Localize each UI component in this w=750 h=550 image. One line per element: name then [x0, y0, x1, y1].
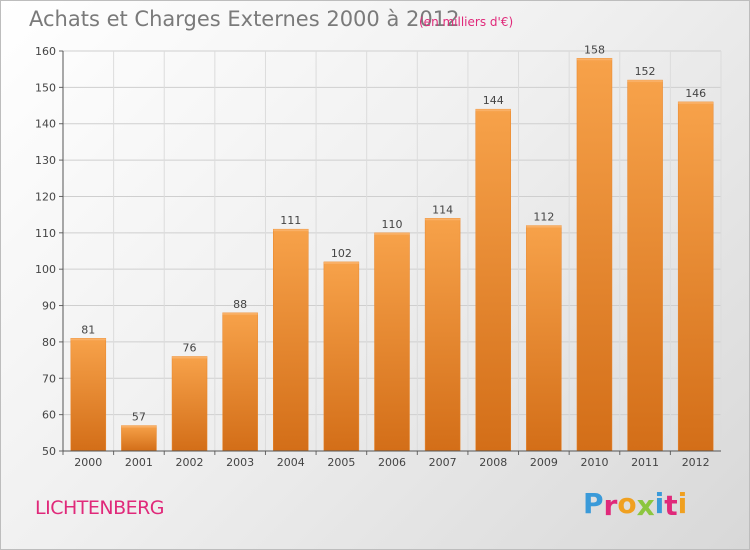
data-label: 144 — [483, 94, 504, 107]
data-label: 152 — [635, 65, 656, 78]
bar-2012 — [677, 101, 714, 452]
proxiti-logo: Proxiti — [583, 487, 688, 522]
data-label: 111 — [280, 214, 301, 227]
x-tick-label: 2011 — [631, 456, 659, 469]
y-tick-label: 110 — [35, 227, 56, 240]
x-tick-label: 2000 — [74, 456, 102, 469]
bar-top-highlight — [425, 218, 461, 221]
bar-top-highlight — [374, 232, 410, 235]
logo-letter: r — [603, 489, 618, 522]
y-tick-label: 120 — [35, 190, 56, 203]
bar-2009 — [526, 225, 562, 452]
bar-top-highlight — [627, 80, 663, 83]
y-tick-label: 50 — [42, 445, 56, 458]
bar-top-highlight — [70, 338, 106, 341]
data-label: 81 — [81, 323, 95, 336]
x-tick-label: 2003 — [226, 456, 254, 469]
bar-top-highlight — [475, 109, 511, 112]
bar-2011 — [627, 79, 663, 452]
logo-letter: i — [654, 487, 665, 520]
bar-2010 — [576, 58, 613, 452]
bar-top-highlight — [121, 425, 157, 428]
bar-2003 — [222, 312, 258, 452]
bar-2007 — [424, 218, 461, 452]
data-label: 76 — [183, 341, 197, 354]
x-tick-label: 2008 — [479, 456, 507, 469]
x-tick-label: 2006 — [378, 456, 406, 469]
bar-2004 — [273, 228, 309, 452]
bar-2008 — [475, 108, 511, 452]
bar-2000 — [70, 338, 107, 452]
chart-title: Achats et Charges Externes 2000 à 2012 — [29, 7, 460, 31]
y-tick-label: 80 — [42, 336, 56, 349]
bar-top-highlight — [172, 356, 208, 359]
x-tick-label: 2009 — [530, 456, 558, 469]
data-label: 102 — [331, 247, 352, 260]
y-tick-label: 150 — [35, 81, 56, 94]
bar-top-highlight — [678, 101, 714, 104]
data-label: 158 — [584, 43, 605, 56]
y-tick-label: 130 — [35, 154, 56, 167]
x-tick-label: 2010 — [580, 456, 608, 469]
city-name: LICHTENBERG — [35, 497, 165, 519]
y-tick-label: 100 — [35, 263, 56, 276]
y-tick-label: 140 — [35, 118, 56, 131]
logo-letter: P — [583, 487, 604, 520]
bar-top-highlight — [576, 58, 612, 61]
data-label: 114 — [432, 203, 453, 216]
bar-top-highlight — [323, 261, 359, 264]
data-label: 57 — [132, 411, 146, 424]
y-tick-label: 160 — [35, 45, 56, 58]
logo-letter: x — [636, 489, 655, 522]
bar-2005 — [323, 261, 360, 452]
bar-top-highlight — [273, 229, 309, 232]
data-label: 88 — [233, 298, 247, 311]
bar-top-highlight — [526, 225, 562, 228]
bar-top-highlight — [222, 312, 258, 315]
x-tick-label: 2007 — [429, 456, 457, 469]
y-tick-label: 90 — [42, 300, 56, 313]
logo-letter: i — [677, 487, 688, 520]
data-label: 112 — [533, 211, 554, 224]
chart-subtitle: (en milliers d'€) — [419, 15, 514, 29]
logo-letter: t — [664, 489, 678, 522]
bar-2006 — [374, 232, 410, 452]
x-tick-label: 2012 — [682, 456, 710, 469]
x-tick-label: 2002 — [176, 456, 204, 469]
x-tick-label: 2005 — [327, 456, 355, 469]
y-tick-label: 70 — [42, 372, 56, 385]
data-label: 110 — [382, 218, 403, 231]
logo-letter: o — [617, 487, 637, 520]
y-tick-label: 60 — [42, 409, 56, 422]
bar-2001 — [121, 425, 157, 452]
x-tick-label: 2004 — [277, 456, 305, 469]
data-label: 146 — [685, 87, 706, 100]
x-tick-label: 2001 — [125, 456, 153, 469]
bar-2002 — [171, 356, 208, 452]
